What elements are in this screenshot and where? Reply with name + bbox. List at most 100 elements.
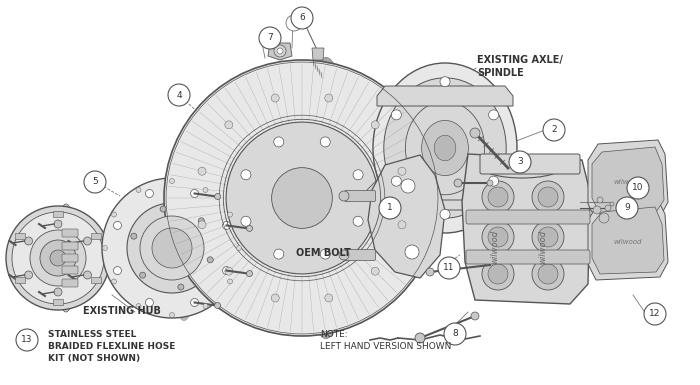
- Circle shape: [371, 267, 379, 275]
- Ellipse shape: [55, 204, 77, 312]
- Polygon shape: [15, 233, 25, 239]
- Circle shape: [111, 279, 116, 284]
- Text: NOTE:
LEFT HAND VERSION SHOWN: NOTE: LEFT HAND VERSION SHOWN: [320, 330, 452, 351]
- Polygon shape: [91, 277, 101, 283]
- Circle shape: [223, 221, 230, 229]
- Circle shape: [482, 258, 514, 290]
- Polygon shape: [462, 154, 590, 304]
- Circle shape: [509, 151, 531, 173]
- Circle shape: [131, 233, 136, 239]
- Circle shape: [6, 206, 110, 310]
- Circle shape: [391, 176, 401, 186]
- Text: 11: 11: [443, 263, 455, 273]
- Circle shape: [616, 197, 638, 219]
- Circle shape: [203, 303, 208, 308]
- Ellipse shape: [170, 176, 198, 320]
- Circle shape: [169, 313, 174, 318]
- Circle shape: [54, 220, 62, 228]
- Circle shape: [444, 323, 466, 345]
- Text: EXISTING AXLE/
SPINDLE: EXISTING AXLE/ SPINDLE: [477, 55, 563, 78]
- Circle shape: [113, 221, 122, 229]
- Circle shape: [325, 94, 332, 102]
- Circle shape: [25, 237, 33, 245]
- Circle shape: [215, 194, 220, 199]
- Circle shape: [398, 221, 406, 229]
- Circle shape: [274, 249, 284, 259]
- Circle shape: [113, 266, 122, 275]
- Circle shape: [83, 271, 92, 279]
- Polygon shape: [312, 48, 324, 60]
- Polygon shape: [390, 200, 500, 210]
- Text: wilwood: wilwood: [614, 239, 643, 245]
- Text: 4: 4: [176, 90, 182, 99]
- Circle shape: [111, 212, 116, 217]
- Circle shape: [440, 209, 450, 219]
- Circle shape: [190, 298, 199, 306]
- Polygon shape: [368, 155, 445, 278]
- Circle shape: [271, 294, 279, 302]
- Circle shape: [401, 179, 415, 193]
- FancyBboxPatch shape: [466, 210, 590, 224]
- Text: 9: 9: [624, 204, 630, 213]
- FancyBboxPatch shape: [344, 249, 375, 261]
- Circle shape: [532, 258, 564, 290]
- Circle shape: [12, 212, 104, 304]
- Circle shape: [50, 250, 66, 266]
- Circle shape: [438, 257, 460, 279]
- Polygon shape: [592, 207, 664, 274]
- Text: 12: 12: [650, 310, 661, 318]
- Circle shape: [440, 77, 450, 87]
- Circle shape: [169, 179, 174, 184]
- Circle shape: [223, 266, 230, 275]
- Circle shape: [168, 84, 190, 106]
- Circle shape: [286, 15, 302, 31]
- FancyBboxPatch shape: [62, 254, 78, 262]
- Circle shape: [532, 221, 564, 253]
- Circle shape: [25, 271, 33, 279]
- Polygon shape: [367, 180, 387, 210]
- Circle shape: [146, 298, 153, 306]
- Circle shape: [597, 197, 603, 203]
- Circle shape: [146, 189, 153, 198]
- Circle shape: [259, 27, 281, 49]
- Text: 8: 8: [452, 330, 458, 338]
- Circle shape: [140, 272, 146, 278]
- Ellipse shape: [373, 63, 517, 233]
- Circle shape: [610, 202, 614, 206]
- Circle shape: [398, 167, 406, 175]
- Circle shape: [226, 122, 378, 274]
- Circle shape: [489, 176, 498, 186]
- Circle shape: [136, 187, 141, 192]
- Text: 3: 3: [517, 157, 523, 166]
- Circle shape: [228, 279, 232, 284]
- Polygon shape: [592, 147, 664, 214]
- Circle shape: [190, 189, 199, 198]
- Circle shape: [228, 212, 232, 217]
- Circle shape: [470, 128, 480, 138]
- Circle shape: [489, 110, 498, 120]
- Circle shape: [379, 197, 401, 219]
- FancyBboxPatch shape: [62, 279, 78, 287]
- Circle shape: [644, 303, 666, 325]
- Circle shape: [353, 216, 363, 226]
- Circle shape: [102, 246, 108, 251]
- Circle shape: [599, 213, 609, 223]
- Circle shape: [482, 181, 514, 213]
- Circle shape: [164, 60, 440, 336]
- Ellipse shape: [434, 135, 456, 161]
- Circle shape: [320, 137, 330, 147]
- Polygon shape: [53, 299, 63, 305]
- Circle shape: [291, 7, 313, 29]
- Circle shape: [207, 257, 214, 263]
- Polygon shape: [15, 277, 25, 283]
- Circle shape: [16, 329, 38, 351]
- Circle shape: [277, 48, 283, 54]
- Polygon shape: [588, 200, 668, 280]
- Circle shape: [54, 288, 62, 296]
- Circle shape: [339, 250, 349, 260]
- Circle shape: [532, 181, 564, 213]
- Circle shape: [127, 203, 217, 293]
- Circle shape: [237, 246, 242, 251]
- Text: wilwood: wilwood: [490, 230, 499, 264]
- Polygon shape: [588, 140, 668, 220]
